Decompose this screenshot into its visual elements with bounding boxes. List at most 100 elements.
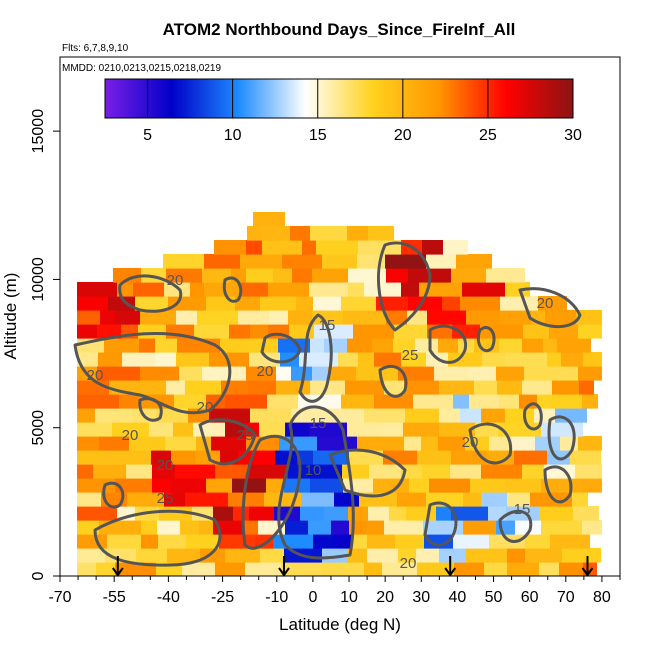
heatmap-cell <box>386 268 408 283</box>
heatmap-cell <box>367 548 398 563</box>
heatmap-cell <box>250 324 268 339</box>
heatmap-cell <box>364 408 405 423</box>
heatmap-cell <box>244 520 258 535</box>
heatmap-cell <box>200 548 225 563</box>
heatmap-cell <box>291 366 312 381</box>
heatmap-cell <box>343 310 386 325</box>
heatmap-cell <box>401 464 422 479</box>
heatmap-cell <box>215 562 245 576</box>
heatmap-cell <box>313 534 335 549</box>
x-tick-label: 70 <box>557 589 575 606</box>
heatmap-cell <box>434 366 469 381</box>
heatmap-cell <box>170 478 206 493</box>
heatmap-cell <box>439 408 460 423</box>
heatmap-cell <box>422 464 450 479</box>
heatmap-cell <box>310 338 324 353</box>
arrow-head <box>111 567 124 577</box>
contour-line <box>102 481 125 509</box>
heatmap-cell <box>456 254 492 269</box>
heatmap-cell <box>99 436 129 451</box>
heatmap-cell <box>341 394 374 409</box>
heatmap-cell <box>353 324 394 339</box>
heatmap-cell <box>266 478 284 493</box>
heatmap-cell <box>366 520 384 535</box>
heatmap-cell <box>214 240 246 255</box>
heatmap-cell <box>453 394 469 409</box>
heatmap-cell <box>463 520 496 535</box>
heatmap-cell <box>309 422 347 437</box>
heatmap-cell <box>543 338 557 353</box>
heatmap-cell <box>232 478 266 493</box>
heatmap-cell <box>550 534 590 549</box>
heatmap-cell <box>176 310 197 325</box>
heatmap-cell <box>105 548 136 563</box>
heatmap-cell <box>438 338 458 353</box>
heatmap-cell <box>140 366 179 381</box>
heatmap-cell <box>158 534 186 549</box>
heatmap-cell <box>194 324 229 339</box>
heatmap-cell <box>113 268 141 283</box>
heatmap-cell <box>426 254 456 269</box>
heatmap-cell <box>345 380 384 395</box>
heatmap-cell <box>325 408 364 423</box>
heatmap-cell <box>384 380 404 395</box>
heatmap-cell <box>582 520 602 535</box>
colorbar-tick-label: 10 <box>224 127 242 144</box>
heatmap-cell <box>241 282 268 297</box>
heatmap-cell <box>423 520 463 535</box>
heatmap-cell <box>98 352 122 367</box>
contour-line <box>298 313 333 403</box>
heatmap-cell <box>352 534 367 549</box>
heatmap-cell <box>364 282 401 297</box>
heatmap-cell <box>573 506 599 521</box>
heatmap-cell <box>368 226 394 241</box>
heatmap-cell <box>77 450 119 465</box>
heatmap-cell <box>540 506 573 521</box>
heatmap-cell <box>174 394 206 409</box>
heatmap-cell <box>557 338 591 353</box>
heatmap-cell <box>500 310 531 325</box>
heatmap-cell <box>347 226 368 241</box>
heatmap-cell <box>347 338 372 353</box>
heatmap-cell <box>372 338 393 353</box>
heatmap-cell <box>579 380 594 395</box>
heatmap-cell <box>541 422 583 437</box>
heatmap-cell <box>489 436 512 451</box>
contour-label: 20 <box>87 367 104 384</box>
heatmap-cell <box>450 464 481 479</box>
heatmap-cell <box>397 492 426 507</box>
contour-line <box>547 415 576 461</box>
contour-line <box>260 332 302 364</box>
heatmap-cell <box>155 352 176 367</box>
heatmap-cell <box>515 520 541 535</box>
heatmap-cell <box>96 562 115 576</box>
heatmap-cell <box>583 352 602 367</box>
heatmap-cell <box>77 478 115 493</box>
heatmap-cell <box>129 436 165 451</box>
heatmap-cell <box>482 352 505 367</box>
contour-line <box>543 465 573 504</box>
heatmap-cell <box>469 394 499 409</box>
heatmap-cell <box>393 338 415 353</box>
contour-label: 20 <box>167 272 184 289</box>
heatmap-cell <box>250 408 291 423</box>
heatmap-cell <box>331 520 349 535</box>
heatmap-cell <box>77 492 101 507</box>
heatmap-cell <box>167 548 200 563</box>
heatmap-cell <box>249 506 274 521</box>
heatmap-cell <box>555 408 587 423</box>
heatmap-cell <box>356 366 398 381</box>
heatmap-cell <box>316 240 358 255</box>
heatmap-cell <box>379 436 404 451</box>
heatmap-cell <box>95 408 133 423</box>
heatmap-cell <box>466 548 507 563</box>
heatmap-cell <box>163 254 204 269</box>
heatmap-cell <box>273 534 313 549</box>
heatmap-cell <box>481 464 522 479</box>
heatmap-cell <box>348 506 368 521</box>
x-tick-label: -10 <box>265 589 288 606</box>
heatmap-cell <box>225 422 244 437</box>
heatmap-cell <box>578 324 602 339</box>
heatmap-cell <box>537 394 551 409</box>
